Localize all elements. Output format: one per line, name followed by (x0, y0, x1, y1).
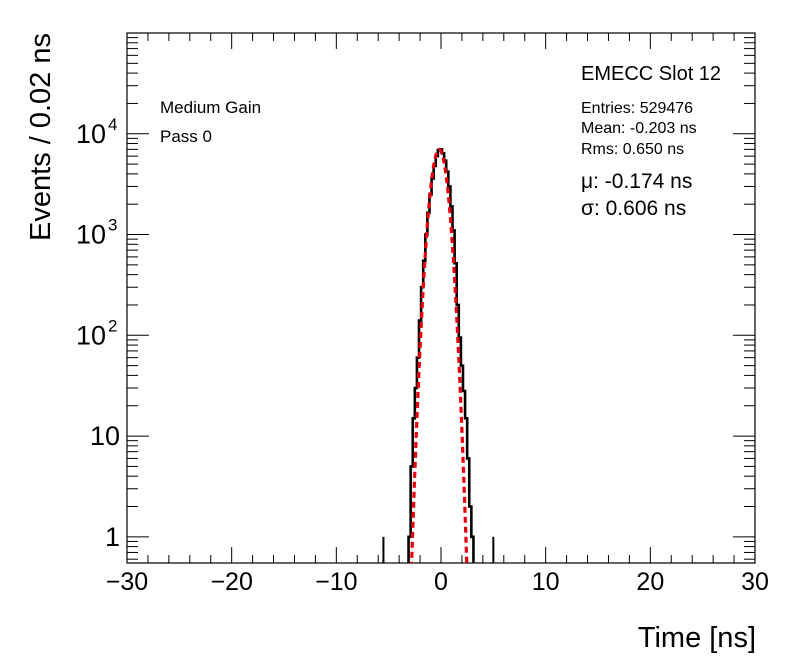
x-tick-label: 20 (636, 568, 664, 596)
annotation-gain: Medium Gain (160, 98, 261, 117)
y-tick-exponent: 4 (108, 115, 117, 134)
y-tick-label: 10 (90, 421, 120, 451)
x-axis-label: Time [ns] (638, 622, 756, 654)
y-tick-exponent: 2 (108, 316, 117, 335)
annotation-pass: Pass 0 (160, 127, 212, 146)
stat-entries: Entries: 529476 (581, 100, 693, 117)
y-tick-label: 10 (76, 320, 106, 350)
fit-mu: μ: -0.174 ns (581, 170, 692, 193)
y-axis-label: Events / 0.02 ns (25, 33, 57, 241)
y-tick-exponent: 3 (108, 216, 117, 235)
x-tick-labels: −30 −20 −10 0 10 20 30 (106, 568, 769, 596)
stat-rms: Rms: 0.650 ns (581, 141, 684, 158)
x-tick-label: 30 (741, 568, 769, 596)
y-tick-label: 1 (105, 522, 120, 552)
x-tick-label: 0 (434, 568, 448, 596)
y-tick-label: 10 (76, 220, 106, 250)
y-tick-label: 10 (76, 119, 106, 149)
stat-mean: Mean: -0.203 ns (581, 120, 697, 137)
fit-sigma: σ: 0.606 ns (581, 197, 686, 220)
axis-ticks (126, 32, 756, 563)
x-tick-label: 10 (532, 568, 560, 596)
x-tick-label: −10 (315, 568, 357, 596)
gaussian-fit-line (409, 147, 469, 563)
x-tick-label: −30 (106, 568, 148, 596)
x-tick-label: −20 (210, 568, 252, 596)
plot-content (382, 147, 495, 563)
annotation-title: EMECC Slot 12 (581, 63, 721, 85)
